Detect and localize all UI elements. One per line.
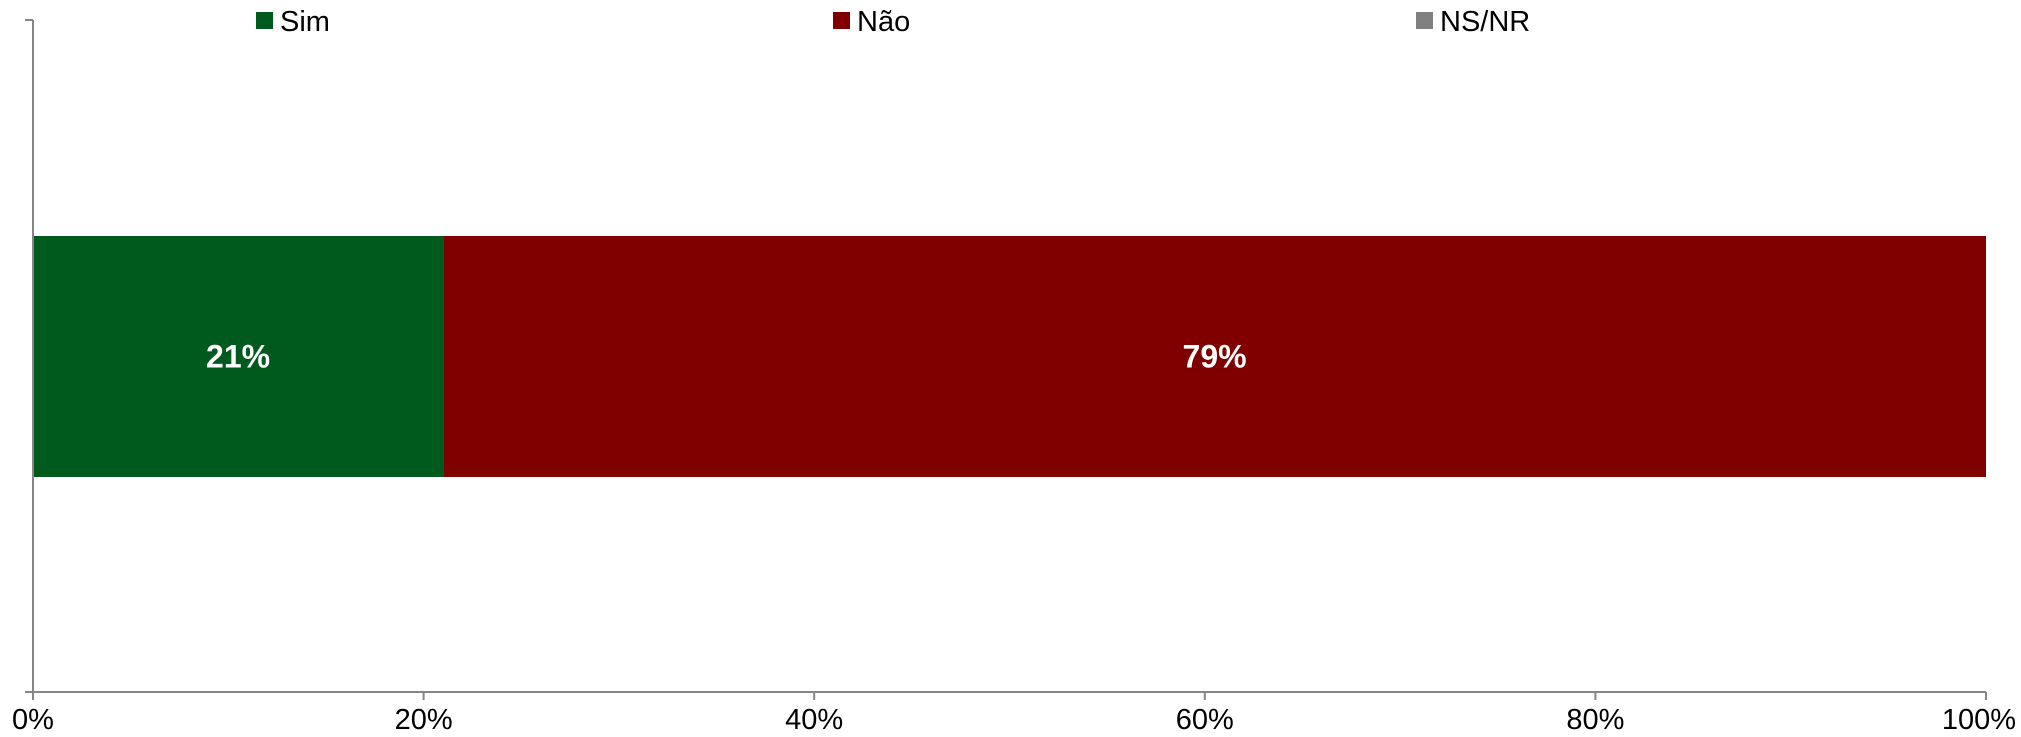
- x-tick-label: 20%: [395, 704, 453, 736]
- data-labels: 21% 79%: [206, 339, 1247, 375]
- x-tick-label: 80%: [1566, 704, 1624, 736]
- chart-legend: Sim Não NS/NR: [256, 6, 1530, 38]
- bar-segments: [33, 236, 1986, 477]
- x-tick-label: 0%: [12, 704, 54, 736]
- legend-label: NS/NR: [1440, 6, 1530, 38]
- legend-item-n-o: Não: [833, 6, 910, 38]
- data-label-n-o: 79%: [1183, 339, 1247, 375]
- x-tick-label: 100%: [1942, 704, 2016, 736]
- legend-label: Não: [857, 6, 910, 38]
- legend-item-sim: Sim: [256, 6, 330, 38]
- legend-item-ns-nr: NS/NR: [1416, 6, 1530, 38]
- chart-axes: 0% 20% 40% 60% 80% 100%: [12, 19, 2016, 736]
- legend-swatch: [833, 12, 850, 29]
- bar-segment-sim: [33, 236, 444, 477]
- legend-swatch: [256, 12, 273, 29]
- x-tick-label: 40%: [785, 704, 843, 736]
- legend-swatch: [1416, 12, 1433, 29]
- bar-segment-n-o: [443, 236, 1986, 477]
- x-tick-label: 60%: [1176, 704, 1234, 736]
- legend-label: Sim: [280, 6, 330, 38]
- data-label-sim: 21%: [206, 339, 270, 375]
